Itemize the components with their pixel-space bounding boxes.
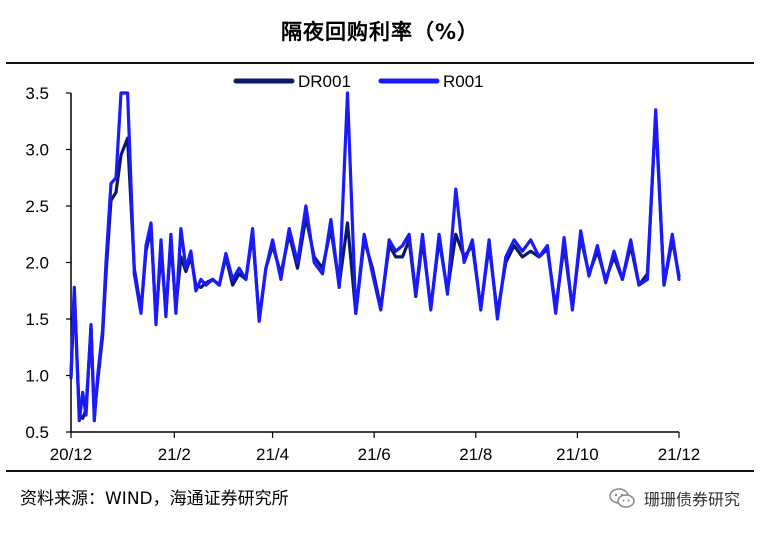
bottom-rule [6, 470, 754, 472]
y-tick-label: 3.0 [25, 141, 49, 160]
x-tick-label: 21/10 [556, 445, 599, 464]
chart-legend: DR001 R001 [233, 72, 484, 91]
y-tick-label: 2.0 [25, 254, 49, 273]
chart-axes: 0.5 1.0 1.5 2.0 2.5 3.0 3.5 20/12 21/2 21/4 21/6 21… [25, 84, 700, 464]
y-tick-label: 2.5 [25, 197, 49, 216]
x-tick-label: 21/2 [158, 445, 191, 464]
y-tick-label: 0.5 [25, 423, 49, 442]
y-tick-label: 1.5 [25, 310, 49, 329]
page-title: 隔夜回购利率（%） [280, 20, 480, 44]
title-bar: 隔夜回购利率（%） [6, 0, 754, 64]
line-chart: 0.5 1.0 1.5 2.0 2.5 3.0 3.5 20/12 21/2 21/4 21/6 21… [25, 72, 700, 464]
watermark: 珊珊债券研究 [608, 486, 740, 510]
wechat-icon [609, 488, 635, 508]
watermark-label: 珊珊债券研究 [643, 490, 740, 509]
source-note: 资料来源：WIND，海通证券研究所 [20, 489, 289, 509]
x-tick-label: 21/12 [658, 445, 701, 464]
x-tick-label: 21/6 [358, 445, 391, 464]
legend-label-r001: R001 [443, 72, 484, 91]
x-tick-label: 21/4 [256, 445, 289, 464]
series-line-r001 [69, 91, 681, 423]
legend-label-dr001: DR001 [298, 72, 351, 91]
y-tick-label: 3.5 [25, 84, 49, 103]
y-tick-label: 1.0 [25, 367, 49, 386]
chart-series [69, 91, 681, 423]
x-tick-label: 20/12 [50, 445, 93, 464]
x-tick-label: 21/8 [459, 445, 492, 464]
